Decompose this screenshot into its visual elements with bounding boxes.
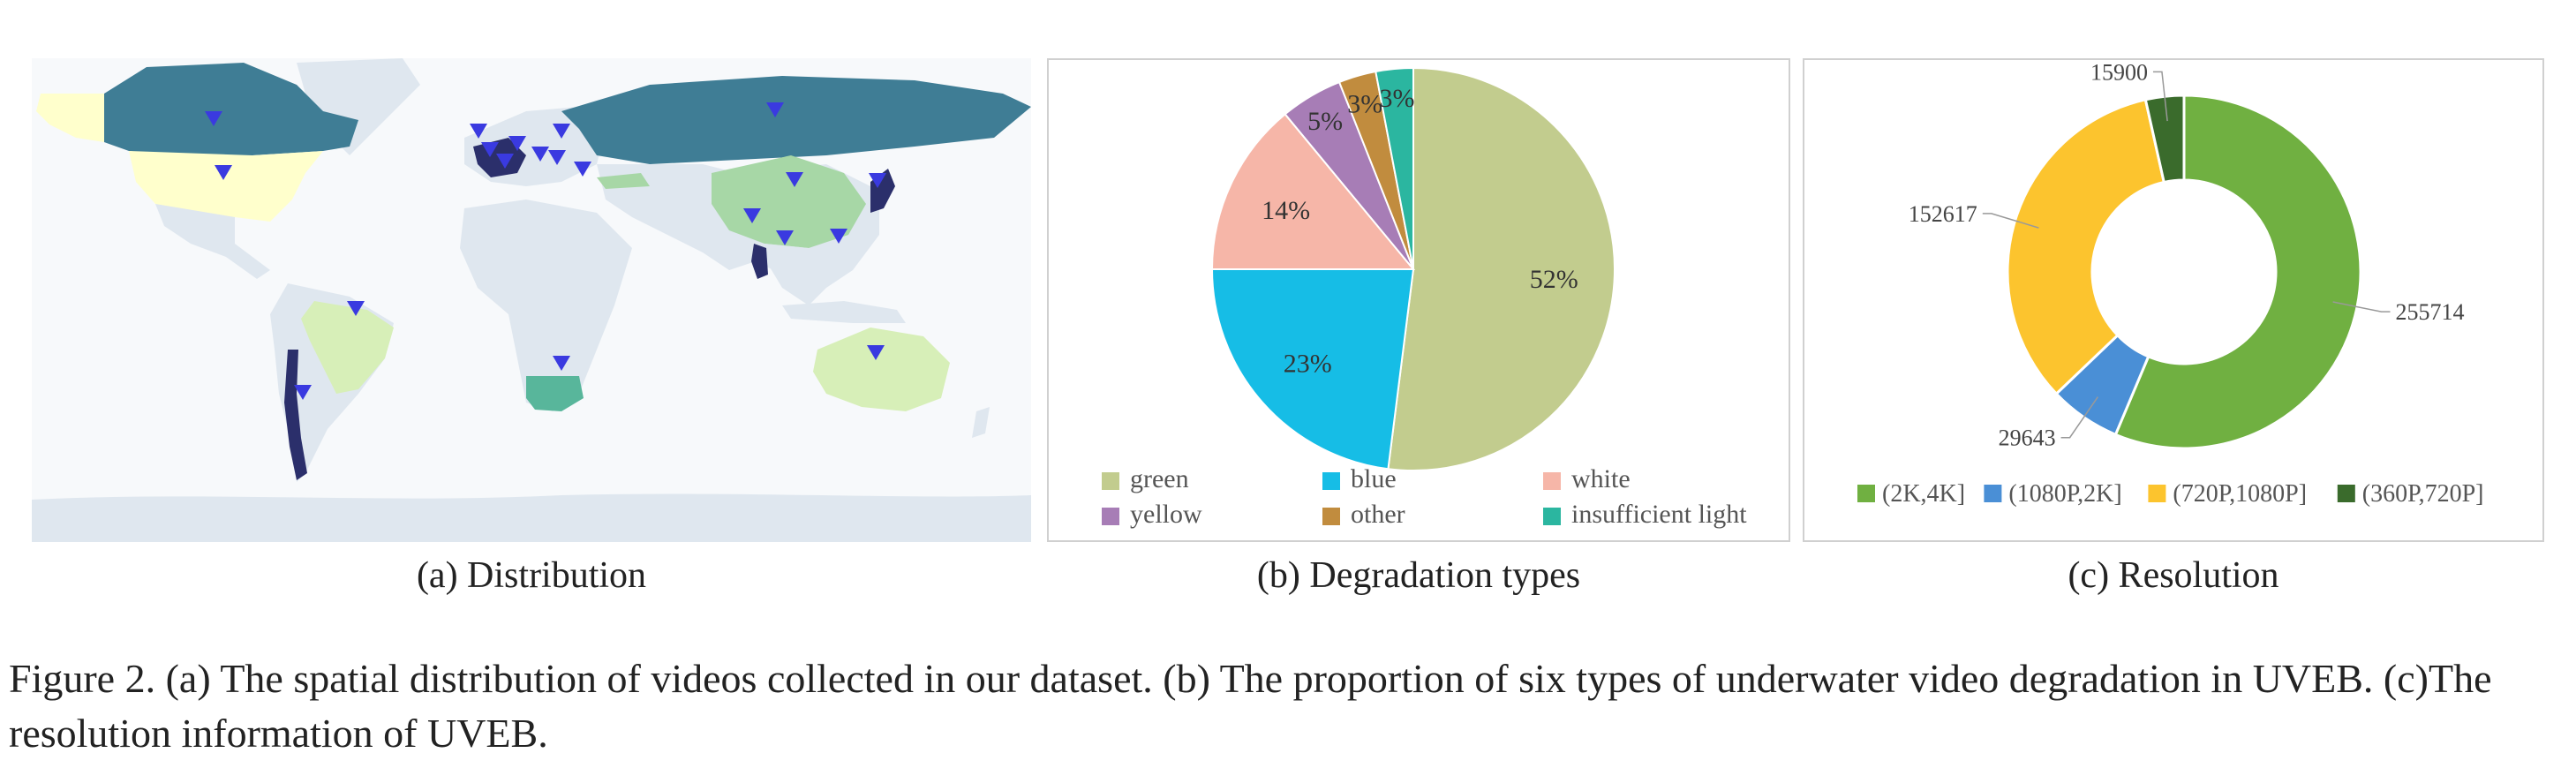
pie-slice-insufficient-light [1375, 66, 1414, 270]
marker-triangle [574, 162, 591, 177]
legend-label: (360P,720P] [2362, 480, 2484, 508]
legend-swatch [1102, 508, 1119, 525]
degradation-pie-panel: 52% 23% 14% 5% 3% 3% green blue white yellow other… [1047, 58, 1790, 542]
marker-triangle [531, 147, 549, 162]
donut-slice [2113, 94, 2362, 450]
legend-label: green [1130, 464, 1189, 493]
marker-triangle [869, 173, 886, 188]
legend-label: white [1571, 464, 1631, 493]
subcaption-b: (b) Degradation types [1256, 555, 1581, 596]
marker-triangle [215, 165, 232, 180]
map-country-russia [561, 76, 1031, 164]
donut-data-label: 152617 [1909, 201, 1977, 227]
map-country-south-africa [526, 376, 584, 411]
leader-line [2060, 396, 2098, 439]
map-land-indonesia [782, 301, 906, 323]
map-country-usa [129, 151, 323, 222]
donut-data-label: 15900 [2090, 60, 2148, 85]
legend-label: insufficient light [1571, 500, 1747, 529]
pie-slice-green [1387, 66, 1616, 471]
map-country-canada [104, 63, 358, 155]
legend-label: blue [1351, 464, 1397, 493]
marker-triangle [205, 111, 222, 126]
marker-triangle [508, 136, 526, 151]
marker-triangle [347, 301, 365, 316]
pie-data-label: 5% [1307, 107, 1343, 136]
pie-data-label: 52% [1530, 265, 1578, 294]
marker-triangle [553, 124, 570, 139]
marker-triangle [867, 345, 885, 360]
donut-slice [2006, 98, 2166, 396]
legend-swatch [1322, 508, 1340, 525]
world-map [32, 58, 1031, 542]
pie-data-label: 23% [1284, 350, 1332, 379]
marker-triangle [294, 385, 312, 400]
legend-swatch [2148, 485, 2166, 502]
resolution-donut-chart: 255714 29643 152617 15900 (2K,4K] (1080P,2K] (… [1857, 59, 2484, 508]
donut-slice [2143, 94, 2186, 184]
map-land-africa [460, 200, 632, 411]
legend-label: other [1351, 500, 1405, 529]
marker-triangle [470, 124, 487, 139]
pie-slice-white [1210, 112, 1416, 270]
marker-triangle [776, 230, 794, 245]
map-country-thailand [751, 244, 768, 279]
legend-swatch [1857, 485, 1875, 502]
map-land-antarctica [32, 493, 1031, 542]
distribution-map-panel [32, 58, 1031, 542]
map-region-alaska [36, 94, 104, 142]
map-country-turkey [597, 173, 650, 189]
map-land-new-zealand [972, 407, 990, 438]
figure-caption: Figure 2. (a) The spatial distribution o… [9, 656, 2492, 756]
marker-triangle [766, 102, 784, 117]
marker-triangle [481, 142, 499, 157]
map-country-china [712, 155, 866, 248]
legend-swatch [1543, 472, 1561, 490]
legend-label: (1080P,2K] [2008, 480, 2121, 508]
subcaption-a: (a) Distribution [416, 555, 647, 596]
map-land-central-america [155, 204, 270, 279]
legend-swatch [1543, 508, 1561, 525]
subcaption-c: (c) Resolution [2068, 555, 2279, 596]
video-location-markers [205, 102, 886, 400]
marker-triangle [743, 208, 761, 223]
pie-data-label: 14% [1262, 196, 1310, 225]
map-land-southeast-asia [765, 244, 826, 305]
legend-swatch [1102, 472, 1119, 490]
map-country-brazil [301, 301, 394, 394]
donut-data-label: 255714 [2395, 299, 2464, 325]
leader-line [2152, 71, 2168, 122]
legend-label: (2K,4K] [1882, 480, 1965, 508]
leader-line [1982, 213, 2039, 229]
marker-triangle [496, 154, 514, 169]
donut-data-label: 29643 [1999, 425, 2056, 451]
legend-swatch [1984, 485, 2002, 502]
map-country-australia [813, 328, 950, 411]
legend-label: yellow [1130, 500, 1202, 529]
pie-slice-blue [1210, 268, 1415, 471]
marker-triangle [786, 172, 803, 187]
legend-swatch [1322, 472, 1340, 490]
pie-data-label: 3% [1347, 90, 1382, 119]
marker-triangle [830, 229, 847, 244]
marker-triangle [553, 356, 570, 371]
leader-line [2332, 301, 2391, 312]
map-country-chile [284, 350, 307, 480]
legend-label: (720P,1080P] [2173, 480, 2307, 508]
pie-data-label: 3% [1380, 84, 1415, 113]
resolution-donut-panel: 255714 29643 152617 15900 (2K,4K] (1080P,2K] (… [1803, 58, 2544, 542]
legend-swatch [2337, 485, 2355, 502]
marker-triangle [548, 150, 566, 165]
